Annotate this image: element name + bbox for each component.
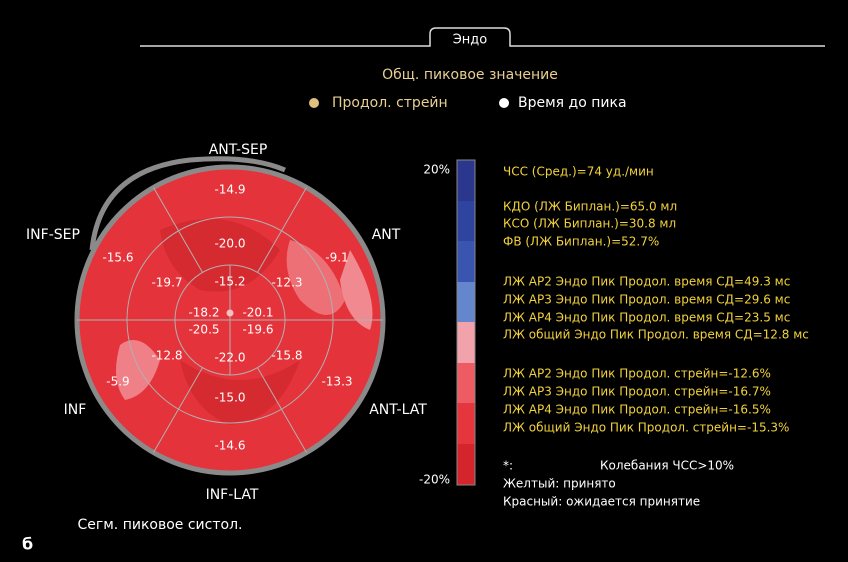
heat-patch (340, 250, 373, 330)
segment-label: ANT (372, 227, 401, 243)
option[interactable]: Время до пика (518, 95, 627, 111)
segment-value: -18.2 (188, 306, 219, 320)
color-step (457, 160, 475, 201)
segment-value: -5.9 (106, 375, 129, 389)
tab[interactable]: Эндо (453, 33, 488, 48)
segment-value: -14.6 (214, 439, 245, 453)
bullseye-loop (89, 156, 286, 251)
info-line: ЛЖ AP3 Эндо Пик Продол. стрейн=-16.7% (503, 385, 771, 399)
segment-value: -12.3 (271, 276, 302, 290)
segment-label: ANT-LAT (369, 402, 427, 418)
tab-frame (140, 27, 825, 47)
apex-marker (226, 309, 234, 317)
info-line: ЛЖ AP2 Эндо Пик Продол. время СД=49.3 мс (503, 275, 790, 289)
segment-value: -9.1 (325, 251, 348, 265)
info-line: ЛЖ AP3 Эндо Пик Продол. время СД=29.6 мс (503, 293, 790, 307)
panel-label: б (22, 535, 33, 554)
segment-value: -20.1 (242, 306, 273, 320)
bullseye (74, 156, 386, 476)
color-step (457, 444, 475, 485)
segment-value: -15.0 (214, 391, 245, 405)
info-line: ЛЖ AP4 Эндо Пик Продол. время СД=23.5 мс (503, 311, 790, 325)
color-step (457, 201, 475, 241)
option[interactable]: Продол. стрейн (332, 95, 448, 111)
note: Колебания ЧСС>10% (600, 459, 734, 473)
segment-value: -15.6 (102, 251, 133, 265)
color-step (457, 403, 475, 444)
info-line: КДО (ЛЖ Биплан.)=65.0 мл (503, 200, 677, 214)
scale-min: -20% (419, 473, 450, 487)
segment-label: INF-LAT (206, 487, 259, 503)
option-dot[interactable] (499, 98, 509, 108)
color-step (457, 282, 475, 322)
info-line: ЛЖ общий Эндо Пик Продол. время СД=12.8 … (503, 328, 809, 342)
color-step (457, 363, 475, 403)
info-line: ЛЖ общий Эндо Пик Продол. стрейн=-15.3% (503, 421, 789, 435)
color-step (457, 241, 475, 282)
segment-value: -15.8 (271, 349, 302, 363)
note: Красный: ожидается принятие (503, 495, 700, 509)
heat-patch (116, 340, 160, 400)
info-line: ЛЖ AP4 Эндо Пик Продол. стрейн=-16.5% (503, 403, 771, 417)
info-line: ЧСС (Сред.)=74 уд./мин (503, 165, 654, 179)
segment-value: -14.9 (214, 183, 245, 197)
note: *: (503, 459, 513, 473)
segment-value: -19.6 (242, 323, 273, 337)
segment-label: ANT-SEP (209, 142, 268, 158)
option-dot[interactable] (309, 98, 319, 108)
segment-value: -20.5 (188, 323, 219, 337)
segment-value: -22.0 (214, 351, 245, 365)
info-line: КСО (ЛЖ Биплан.)=30.8 мл (503, 217, 676, 231)
segment-lines (77, 187, 383, 453)
segment-label: INF-SEP (26, 227, 80, 243)
segment-value: -19.7 (151, 276, 182, 290)
segment-value: -13.3 (321, 375, 352, 389)
color-bar (456, 159, 476, 486)
color-step (457, 322, 475, 363)
color-bar-frame (456, 159, 476, 486)
subtitle: Общ. пиковое значение (382, 67, 558, 83)
info-line: ФВ (ЛЖ Биплан.)=52.7% (503, 235, 659, 249)
segment-value: -20.0 (214, 237, 245, 251)
note: Желтый: принято (503, 477, 616, 491)
segment-value: -12.8 (151, 349, 182, 363)
heat-patch (180, 360, 300, 425)
scale-max: 20% (423, 163, 450, 177)
segment-label: INF (64, 402, 87, 418)
caption: Сегм. пиковое систол. (78, 517, 243, 533)
segment-value: -15.2 (214, 275, 245, 289)
info-line: ЛЖ AP2 Эндо Пик Продол. стрейн=-12.6% (503, 367, 771, 381)
heat-patch (160, 218, 280, 292)
